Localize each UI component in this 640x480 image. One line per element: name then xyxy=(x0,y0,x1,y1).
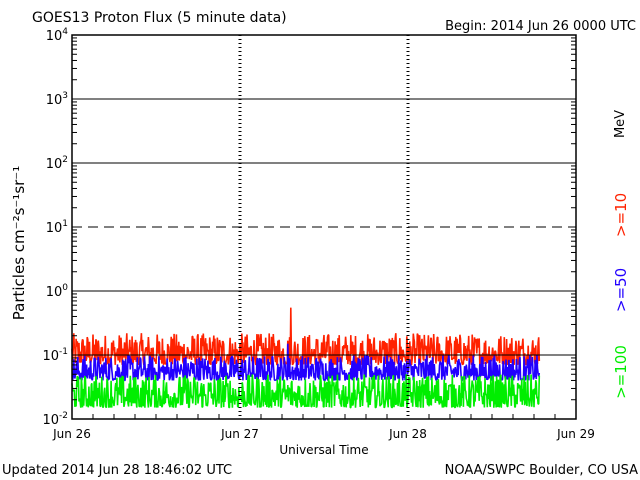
y-tick-label: 10-2 xyxy=(42,411,68,428)
credit-label: NOAA/SWPC Boulder, CO USA xyxy=(445,463,638,478)
y-axis-label-text: Particles cm⁻²s⁻¹sr⁻¹ xyxy=(10,166,28,320)
y-tick-label: 102 xyxy=(46,155,68,172)
y-tick-label: 104 xyxy=(46,27,69,44)
series-line xyxy=(71,374,541,409)
grid-layer xyxy=(72,35,576,419)
y-tick-label: 10-1 xyxy=(42,347,68,364)
ticks-layer: 10-2 10-1 100 101 102 103 104 Jun 26 Jun 27 Jun 2… xyxy=(42,27,594,441)
chart-title: GOES13 Proton Flux (5 minute data) xyxy=(32,10,287,26)
x-tick-label: Jun 27 xyxy=(220,427,259,441)
y-tick-label: 103 xyxy=(46,91,68,108)
x-tick-label: Jun 28 xyxy=(388,427,427,441)
legend-entry: >=10 xyxy=(612,193,630,237)
series-line xyxy=(71,307,541,366)
y-axis-label: Particles cm⁻²s⁻¹sr⁻¹ xyxy=(10,166,28,320)
updated-label: Updated 2014 Jun 28 18:46:02 UTC xyxy=(2,463,232,478)
legend-units: MeV xyxy=(613,110,628,138)
x-axis-label: Universal Time xyxy=(279,443,368,457)
legend-entry: >=50 xyxy=(612,268,630,312)
y-tick-label: 101 xyxy=(46,219,68,236)
series-layer xyxy=(71,307,541,409)
legend: >=10 >=50 >=100 MeV xyxy=(612,110,630,399)
x-tick-label: Jun 26 xyxy=(52,427,91,441)
legend-entry: >=100 xyxy=(612,345,630,399)
x-tick-label: Jun 29 xyxy=(556,427,595,441)
y-tick-label: 100 xyxy=(46,283,69,300)
begin-label: Begin: 2014 Jun 26 0000 UTC xyxy=(445,19,636,34)
